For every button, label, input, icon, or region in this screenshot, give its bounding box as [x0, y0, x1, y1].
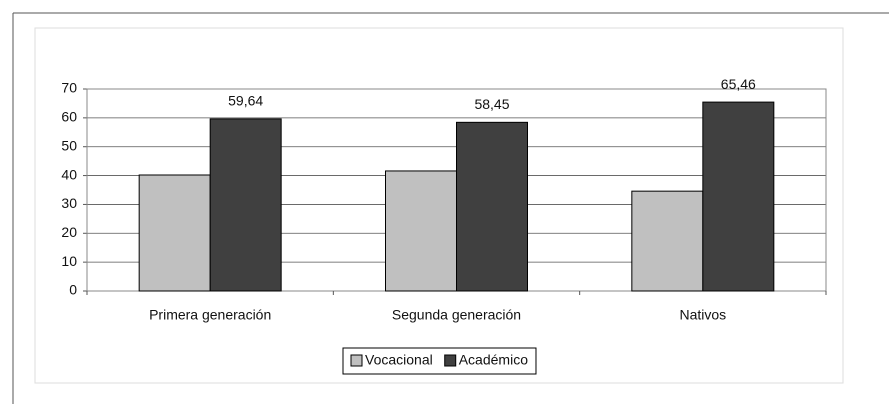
y-tick-label: 70: [61, 80, 77, 96]
value-label: 58,45: [474, 96, 509, 112]
bar: [209, 118, 282, 292]
x-tick-label: Segunda generación: [392, 307, 521, 323]
y-tick-label: 50: [61, 137, 77, 153]
bar: [385, 170, 457, 292]
x-tick-label: Primera generación: [149, 307, 271, 323]
legend: [342, 347, 537, 375]
y-tick-label: 0: [69, 282, 77, 298]
bar: [456, 121, 528, 292]
legend-swatch: [350, 354, 363, 367]
y-tick-label: 30: [61, 195, 77, 211]
bar: [702, 101, 775, 292]
bar: [631, 190, 704, 292]
legend-label: Académico: [459, 352, 528, 368]
y-tick-label: 20: [61, 224, 77, 240]
legend-swatch: [444, 354, 457, 367]
y-tick-label: 40: [61, 166, 77, 182]
y-tick-label: 60: [61, 109, 77, 125]
x-tick-label: Nativos: [679, 307, 726, 323]
value-label: 59,64: [228, 93, 263, 109]
bar: [138, 174, 211, 292]
value-label: 65,46: [721, 76, 756, 92]
y-tick-label: 10: [61, 253, 77, 269]
legend-label: Vocacional: [365, 352, 433, 368]
